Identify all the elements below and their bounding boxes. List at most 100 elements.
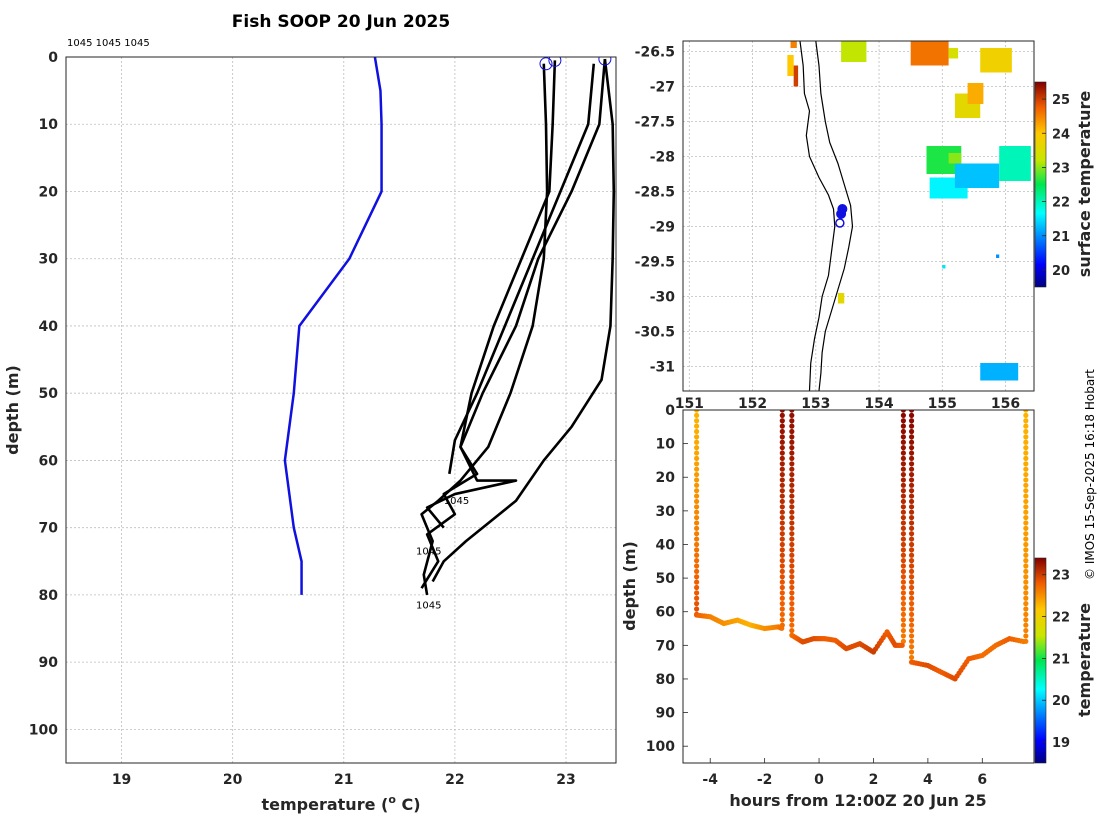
profile-x-label-main: temperature ( [261,795,388,814]
sst-patch [954,163,1000,188]
profile-frame [65,56,617,764]
track-point [836,208,847,219]
section-frame [682,409,1035,764]
profile-y-tick-label: 10 [39,117,59,133]
section-point [779,455,785,462]
section-point [789,574,795,580]
section-point [908,568,915,574]
profile-top-annotation: 1045 1045 1045 [67,38,150,49]
section-point [789,547,795,553]
temperature-colorbar-tick-label: 21 [1052,652,1070,667]
section-point [779,595,785,601]
profile-tag-label: 1045 [444,496,469,507]
section-point [779,590,785,596]
section-point [908,520,915,526]
section-point [908,418,915,424]
section-point [1023,563,1029,569]
section-point [694,488,700,494]
temperature-colorbar-tick-label: 22 [1052,611,1070,626]
surface-marker [598,57,612,66]
section-point [789,617,795,623]
section-point [908,445,915,451]
section-point [779,563,785,569]
section-point [789,606,795,612]
profile-tag-label: 1045 [416,600,441,611]
section-point [779,466,785,472]
reference-profile-line [283,57,383,595]
section-point [779,558,785,564]
profile-line [425,58,607,529]
section-y-tick-label: 30 [656,504,676,520]
section-point [694,552,700,558]
section-point [900,461,906,467]
section-point [789,477,795,483]
map-y-tick-label: -30.5 [635,325,675,341]
section-point [1023,477,1029,483]
section-point [900,455,906,462]
section-point [779,574,785,580]
section-plot-area [683,410,1034,763]
section-point [694,584,700,591]
section-point [694,434,700,440]
section-point [908,590,915,596]
section-point [779,525,785,531]
section-point [779,461,785,467]
section-point [1023,509,1029,515]
map-y-tick-label: -27.5 [635,115,675,131]
section-point [789,536,795,542]
profile-tag-label: 1045 [416,547,441,558]
section-point [779,568,785,574]
section-point [908,477,915,483]
section-point [908,525,915,531]
section-point [1023,611,1029,618]
section-point [1023,525,1029,531]
profile-x-label: temperature (o C) [261,793,420,814]
map-y-tick-label: -28 [650,150,675,166]
profile-x-tick-label: 22 [445,772,464,788]
section-point [694,428,700,435]
section-point [908,434,915,440]
section-point [789,611,795,618]
section-point [1023,461,1029,467]
section-point [1023,547,1029,553]
section-point [908,509,915,515]
section-point [900,466,906,472]
section-point [1023,423,1029,429]
section-point [900,558,906,564]
section-point [779,410,785,413]
section-point [789,563,795,569]
section-point [694,466,700,472]
section-point [900,633,906,639]
section-point [900,488,906,494]
section-point [900,493,906,499]
section-point [694,493,700,499]
section-point [694,558,700,564]
section-point [694,509,700,515]
section-point [908,471,915,478]
sst-colorbar-tick-label: 20 [1052,264,1070,279]
profile-x-tick-label: 20 [223,772,243,788]
section-point [1023,471,1029,478]
section-point [779,493,785,499]
coastline [799,41,836,391]
section-point [908,627,915,634]
section-point [1023,434,1029,440]
profile-x-tick-label: 23 [556,772,575,788]
section-point [779,423,785,429]
profile-line [420,63,549,596]
section-point [900,498,906,505]
profile-x-label-sup: o [388,793,396,806]
section-point [900,410,906,413]
section-point [789,627,795,634]
section-point [694,568,700,574]
map-x-tick-label: 156 [991,396,1020,412]
section-y-tick-label: 60 [656,605,676,621]
section-point [779,439,785,445]
section-point [908,541,915,548]
section-point [1023,445,1029,451]
section-y-label: depth (m) [620,541,639,631]
section-point [1023,558,1029,564]
sst-colorbar-tick-label: 25 [1052,93,1070,108]
sst-patch [837,293,845,304]
profile-ticks: 19 20 21 22 23 0 10 20 30 40 50 60 70 80 90 100 [29,50,576,788]
